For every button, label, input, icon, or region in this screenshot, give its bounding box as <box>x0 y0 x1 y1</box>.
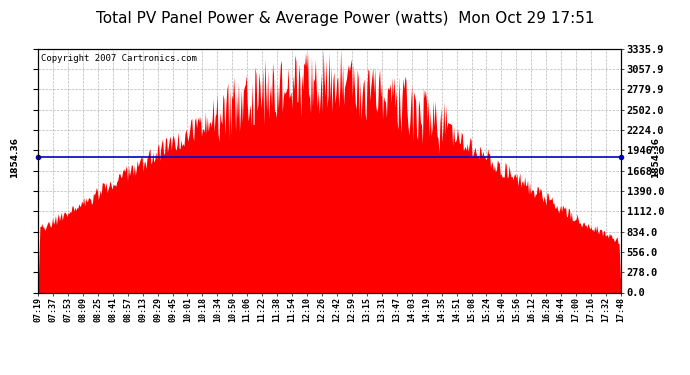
Text: 1854.36: 1854.36 <box>10 136 19 177</box>
Text: 1854.36: 1854.36 <box>651 136 660 177</box>
Text: Copyright 2007 Cartronics.com: Copyright 2007 Cartronics.com <box>41 54 197 63</box>
Text: Total PV Panel Power & Average Power (watts)  Mon Oct 29 17:51: Total PV Panel Power & Average Power (wa… <box>96 11 594 26</box>
